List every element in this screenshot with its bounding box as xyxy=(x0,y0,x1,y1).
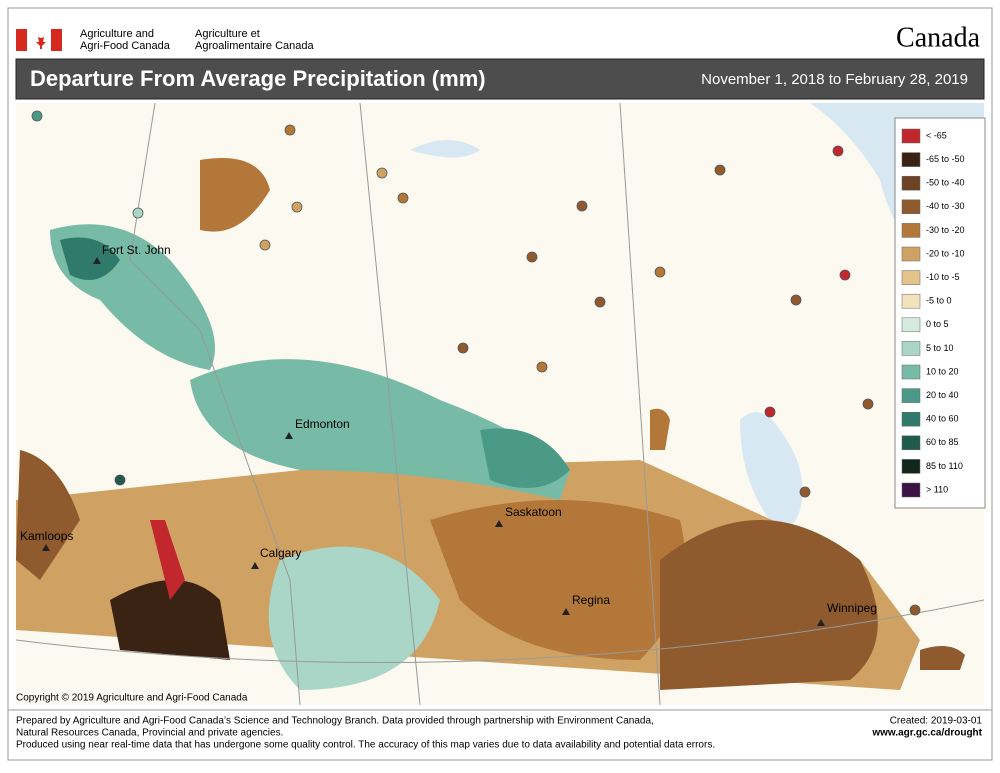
legend-swatch xyxy=(901,199,921,215)
legend-swatch xyxy=(901,388,921,403)
wordmark: Canada xyxy=(896,22,981,53)
legend-swatch xyxy=(901,411,921,427)
legend-label: 20 to 40 xyxy=(926,390,959,400)
copyright: Copyright © 2019 Agriculture and Agri-Fo… xyxy=(16,693,248,704)
city-marker xyxy=(495,520,503,527)
legend-label: 10 to 20 xyxy=(926,366,959,376)
city-marker xyxy=(251,562,259,569)
footer-text: Produced using near real-time data that … xyxy=(16,740,715,751)
city-label: Winnipeg xyxy=(827,601,877,615)
city-marker xyxy=(42,544,50,551)
legend-swatch xyxy=(901,317,921,333)
city-label: Calgary xyxy=(260,546,301,560)
city-label: Edmonton xyxy=(295,417,350,431)
legend-swatch xyxy=(901,341,921,356)
created-date: Created: 2019-03-01 xyxy=(890,716,983,727)
city-marker xyxy=(562,608,570,615)
legend-label: -5 to 0 xyxy=(926,296,952,306)
legend-label: 40 to 60 xyxy=(926,414,959,424)
city-marker xyxy=(93,257,101,264)
legend-swatch xyxy=(901,152,921,167)
city-label: Regina xyxy=(572,593,610,607)
footer-text: Natural Resources Canada, Provincial and… xyxy=(16,728,283,739)
city-marker xyxy=(817,619,825,626)
legend-label: 0 to 5 xyxy=(926,319,949,329)
legend-label: 85 to 110 xyxy=(926,461,963,471)
legend-label: -10 to -5 xyxy=(926,272,960,282)
agency-en: Agri-Food Canada xyxy=(80,40,171,52)
agency-fr: Agroalimentaire Canada xyxy=(195,40,315,52)
legend-label: -50 to -40 xyxy=(926,178,965,188)
legend-label: -30 to -20 xyxy=(926,225,965,235)
legend-items: < -65 -65 to -50 -50 to -40 -40 to -30 -30 t… xyxy=(901,128,965,498)
legend-swatch xyxy=(901,223,921,238)
legend-swatch xyxy=(901,435,921,451)
agency-en: Agriculture and xyxy=(80,28,154,40)
legend-swatch xyxy=(901,128,921,144)
legend-label: -20 to -10 xyxy=(926,248,965,258)
agency-fr: Agriculture et xyxy=(195,28,260,40)
legend-label: -40 to -30 xyxy=(926,201,965,211)
city-marker xyxy=(285,432,293,439)
legend-label: -65 to -50 xyxy=(926,154,965,164)
city-label: Kamloops xyxy=(20,529,73,543)
legend-swatch xyxy=(901,364,921,380)
legend-swatch xyxy=(901,459,921,474)
legend-label: 60 to 85 xyxy=(926,437,959,447)
cities: Fort St. John Edmonton Kamloops Calgary … xyxy=(20,243,877,626)
flag xyxy=(16,29,62,51)
legend-label: > 110 xyxy=(926,484,948,494)
legend-swatch xyxy=(901,293,921,309)
title: Departure From Average Precipitation (mm… xyxy=(30,66,486,91)
footer-text: Prepared by Agriculture and Agri-Food Ca… xyxy=(16,716,654,727)
legend-label: < -65 xyxy=(926,130,947,140)
legend-label: 5 to 10 xyxy=(926,343,954,353)
legend-swatch xyxy=(901,175,921,191)
city-label: Fort St. John xyxy=(102,243,171,257)
legend-swatch xyxy=(901,482,921,498)
date-range: November 1, 2018 to February 28, 2019 xyxy=(701,71,968,88)
legend-swatch xyxy=(901,270,921,285)
url: www.agr.gc.ca/drought xyxy=(871,728,982,739)
legend-swatch xyxy=(901,246,921,262)
title-bar xyxy=(15,58,985,100)
city-label: Saskatoon xyxy=(505,505,562,519)
